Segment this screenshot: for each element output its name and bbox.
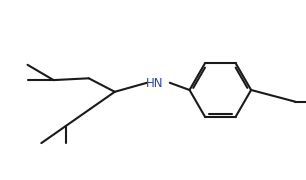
Text: HN: HN (146, 77, 163, 90)
